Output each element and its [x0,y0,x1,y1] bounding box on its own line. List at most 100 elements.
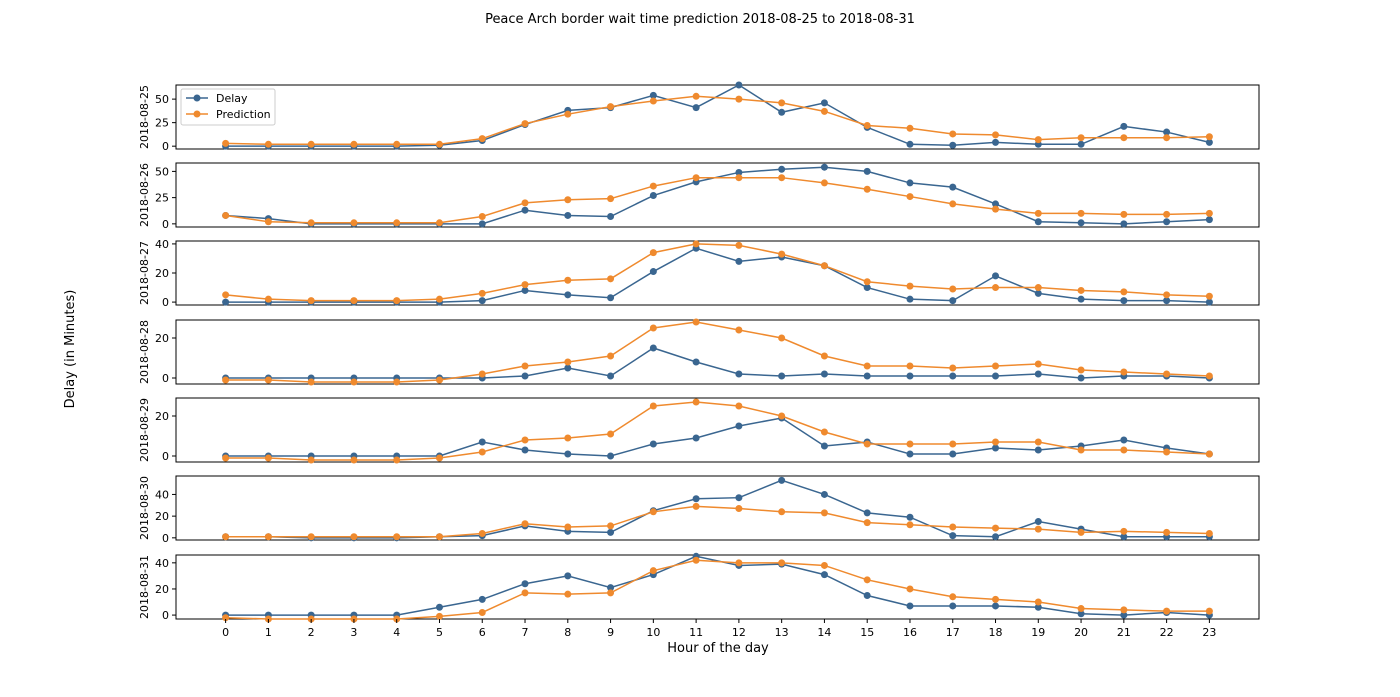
data-point [350,378,358,386]
data-point [564,110,572,118]
panel-frame [175,475,1260,541]
legend-prediction-marker [193,110,201,118]
data-point [435,533,443,541]
data-point [778,412,786,420]
legend-delay-marker [193,94,201,102]
data-point [692,92,700,100]
series-delay [222,244,1213,306]
panel-frame [175,84,1260,150]
series-line-prediction [225,505,1210,538]
data-point [906,440,914,448]
series-line-prediction [225,559,1210,620]
data-point [307,140,315,148]
data-point [735,95,743,103]
data-point [649,508,657,516]
data-point [435,219,443,227]
data-point [1120,606,1128,614]
panel-2018-08-27: 0 20 40 2018-08-27 [138,238,1260,309]
x-tick-label: 9 [607,626,614,639]
data-point [949,364,957,372]
data-point [778,476,786,484]
series-delay [222,552,1213,619]
x-tick-label: 16 [903,626,917,639]
data-point [949,372,957,380]
data-point [1163,218,1171,226]
x-tick-label: 11 [689,626,703,639]
y-tick-label: 40 [155,488,169,501]
data-point [820,561,828,569]
data-point [564,276,572,284]
data-point [778,108,786,116]
data-point [222,454,230,462]
data-point [992,444,1000,452]
data-point [649,402,657,410]
series-delay [222,344,1213,382]
data-point [692,495,700,503]
data-point [1077,134,1085,142]
data-point [1034,518,1042,526]
x-tick-label: 2 [308,626,315,639]
y-tick-label: 50 [155,93,169,106]
data-point [393,140,401,148]
data-point [992,131,1000,139]
data-point [478,213,486,221]
data-point [649,344,657,352]
data-point [863,185,871,193]
data-point [820,262,828,270]
data-point [478,289,486,297]
data-point [564,358,572,366]
panels-group: 0 25 50 2018-08-25 0 25 50 2018-08-26 0 20 40 2018-… [138,81,1260,623]
data-point [735,505,743,513]
data-point [949,593,957,601]
data-point [1163,134,1171,142]
data-point [307,378,315,386]
data-point [949,200,957,208]
data-point [1034,603,1042,611]
x-tick-label: 15 [860,626,874,639]
data-point [564,291,572,299]
panel-frame [175,240,1260,306]
data-point [307,219,315,227]
y-tick-label: 0 [162,609,169,622]
x-tick-label: 8 [564,626,571,639]
data-point [649,440,657,448]
data-point [778,99,786,107]
data-point [992,524,1000,532]
data-point [778,174,786,182]
data-point [521,589,529,597]
data-point [949,532,957,540]
data-point [564,523,572,531]
series-line-prediction [225,176,1210,224]
data-point [607,103,615,111]
series-prediction [222,92,1213,148]
data-point [778,250,786,258]
data-point [863,519,871,527]
data-point [906,372,914,380]
data-point [521,206,529,214]
y-tick-label: 50 [155,165,169,178]
data-point [949,141,957,149]
data-point [992,205,1000,213]
data-point [863,278,871,286]
data-point [350,219,358,227]
data-point [350,297,358,305]
data-point [478,529,486,537]
data-point [906,450,914,458]
data-point [778,508,786,516]
data-point [820,163,828,171]
x-tick-label: 0 [222,626,229,639]
x-tick-label: 23 [1202,626,1216,639]
data-point [607,584,615,592]
panel-2018-08-31: 0 20 40 2018-08-31 [138,552,1260,623]
data-point [307,533,315,541]
data-point [1034,438,1042,446]
y-tick-label: 20 [155,410,169,423]
data-point [949,440,957,448]
data-point [820,107,828,115]
panel-date-label: 2018-08-30 [138,476,151,540]
series-delay [222,81,1213,150]
series-line-prediction [225,95,1210,146]
data-point [820,509,828,517]
data-point [521,286,529,294]
series-delay [222,163,1213,228]
